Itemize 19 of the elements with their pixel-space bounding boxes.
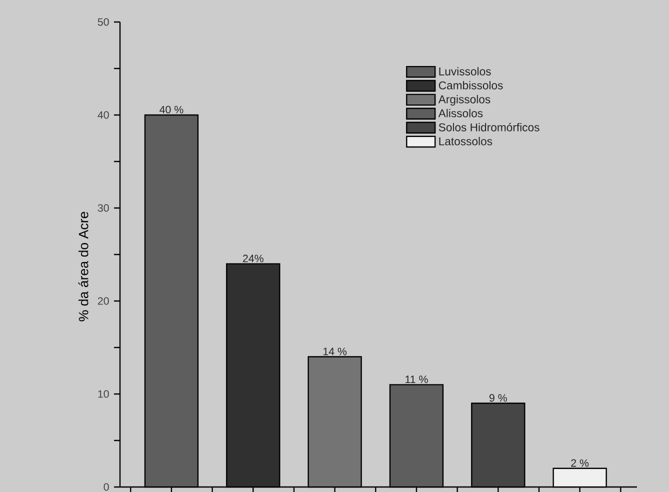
data-label: 14 %	[323, 348, 347, 356]
y-tick-label: 40	[98, 111, 109, 119]
legend-label: Solos Hidromórficos	[438, 122, 540, 132]
y-tick-label: 0	[104, 483, 109, 491]
data-label: 24%	[243, 254, 264, 262]
legend-label: Alissolos	[438, 108, 483, 118]
y-axis-title: % da área do Acre	[78, 212, 88, 322]
data-label: 9 %	[489, 394, 507, 402]
data-label: 40 %	[160, 106, 184, 114]
data-label: 2 %	[571, 459, 589, 467]
legend-label: Argissolos	[438, 95, 490, 106]
data-label: 11 %	[406, 376, 428, 384]
y-tick-label: 30	[98, 204, 109, 212]
legend-label: Latossolos	[439, 136, 492, 146]
legend-label: Luvissolos	[439, 67, 491, 76]
y-tick-label: 50	[98, 18, 109, 26]
y-tick-label: 20	[98, 297, 109, 305]
legend-label: Cambissolos	[438, 81, 503, 90]
y-tick-label: 10	[98, 390, 109, 398]
